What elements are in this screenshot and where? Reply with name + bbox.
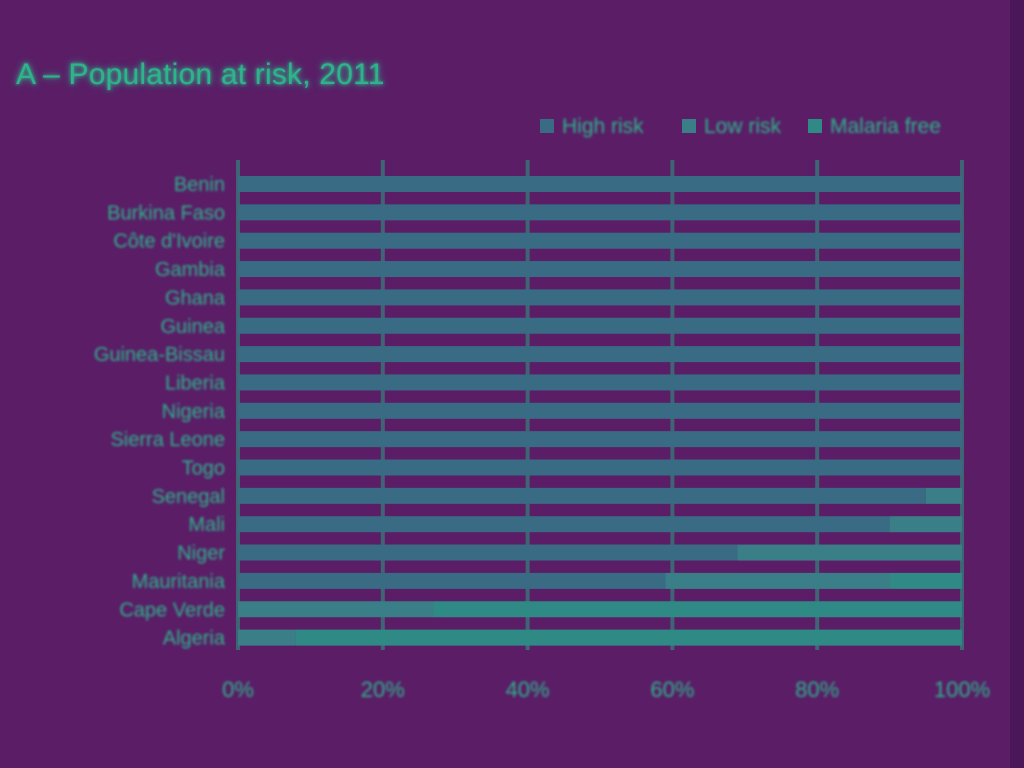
- bar-segment: [238, 431, 962, 448]
- bar-segment: [925, 487, 962, 504]
- bar-segment: [889, 572, 962, 589]
- category-label: Benin: [174, 174, 225, 196]
- bar-segment: [238, 572, 666, 589]
- bar-segment: [665, 572, 890, 589]
- legend-label: Low risk: [704, 115, 782, 138]
- x-tick-label: 40%: [506, 677, 550, 702]
- category-label: Gambia: [155, 259, 226, 281]
- category-label: Ghana: [165, 287, 226, 309]
- bar-segment: [238, 374, 962, 391]
- bar-segment: [295, 629, 962, 646]
- bar-segment: [238, 176, 962, 192]
- bar-segment: [433, 601, 963, 618]
- legend-label: Malaria free: [830, 115, 941, 138]
- category-label: Guinea-Bissau: [94, 344, 225, 366]
- x-tick-label: 0%: [222, 677, 254, 702]
- bar-segment: [238, 317, 962, 334]
- legend-swatch: [540, 119, 554, 133]
- chart-title: A – Population at risk, 2011: [16, 58, 385, 91]
- bar-segment: [238, 402, 962, 419]
- legend: High risk Low risk Malaria free: [540, 115, 941, 138]
- bar-segment: [238, 544, 738, 561]
- category-label: Liberia: [165, 372, 226, 394]
- x-tick-label: 80%: [795, 677, 839, 702]
- bar-segment: [238, 261, 962, 278]
- bar-layer: [238, 176, 963, 646]
- bar-segment: [238, 487, 926, 504]
- category-label: Senegal: [152, 486, 225, 508]
- category-label: Nigeria: [162, 401, 226, 423]
- category-label: Niger: [177, 543, 225, 565]
- bar-segment: [238, 459, 962, 476]
- category-label: Burkina Faso: [107, 202, 225, 224]
- legend-swatch: [682, 119, 696, 133]
- category-label: Mauritania: [132, 571, 226, 593]
- bar-segment: [737, 544, 962, 561]
- legend-swatch: [808, 119, 822, 133]
- category-label: Cape Verde: [119, 599, 225, 621]
- category-label: Mali: [188, 514, 225, 536]
- category-label: Côte d'Ivoire: [113, 231, 225, 253]
- right-edge-strip: [1010, 0, 1024, 768]
- category-labels: Benin Burkina Faso Côte d'Ivoire Gambia Ghan…: [94, 174, 226, 650]
- category-label: Sierra Leone: [110, 429, 225, 451]
- bar-segment: [238, 601, 434, 618]
- bar-segment: [238, 204, 962, 221]
- x-tick-label: 60%: [650, 677, 694, 702]
- bar-segment: [238, 516, 890, 533]
- bar-segment: [238, 232, 962, 249]
- x-tick-labels: 0% 20% 40% 60% 80% 100%: [222, 677, 990, 702]
- x-tick-label: 100%: [934, 677, 990, 702]
- bar-segment: [889, 516, 962, 533]
- bar-segment: [238, 289, 962, 306]
- bar-segment: [238, 346, 962, 363]
- category-label: Guinea: [161, 316, 226, 338]
- legend-label: High risk: [562, 115, 644, 138]
- category-label: Algeria: [163, 628, 226, 650]
- x-tick-label: 20%: [361, 677, 405, 702]
- category-label: Togo: [182, 458, 225, 480]
- bar-segment: [238, 629, 296, 646]
